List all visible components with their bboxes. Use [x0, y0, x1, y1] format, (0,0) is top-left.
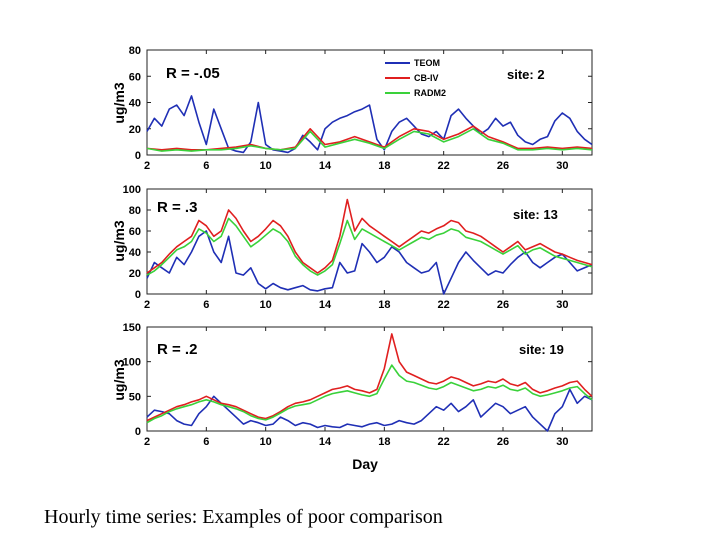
- y-tick-label: 100: [123, 184, 141, 196]
- series-line-cb-iv: [146, 333, 593, 422]
- y-tick-label: 60: [129, 226, 141, 238]
- x-tick-label: 30: [556, 436, 568, 448]
- site-label: site: 13: [513, 207, 558, 222]
- y-tick-label: 80: [129, 205, 141, 217]
- caption: Hourly time series: Examples of poor com…: [44, 506, 443, 528]
- y-tick-label: 40: [129, 247, 141, 259]
- series-line-teom: [146, 95, 593, 154]
- y-tick-label: 0: [135, 150, 141, 162]
- x-tick-label: 6: [203, 299, 209, 311]
- correlation-annotation: R = .2: [157, 341, 197, 358]
- x-tick-label: 14: [319, 160, 332, 172]
- x-tick-label: 6: [203, 436, 209, 448]
- x-tick-label: 10: [260, 436, 272, 448]
- site-label: site: 19: [519, 342, 564, 357]
- y-tick-label: 0: [135, 426, 141, 438]
- x-axis-label: Day: [352, 456, 378, 472]
- x-tick-label: 2: [144, 436, 150, 448]
- x-tick-label: 10: [260, 160, 272, 172]
- x-tick-label: 26: [497, 160, 509, 172]
- x-tick-label: 22: [438, 436, 450, 448]
- y-tick-label: 50: [129, 391, 141, 403]
- x-tick-label: 30: [556, 299, 568, 311]
- x-tick-label: 18: [378, 436, 390, 448]
- x-tick-label: 14: [319, 436, 332, 448]
- y-axis-label: ug/m3: [111, 359, 127, 400]
- x-tick-label: 18: [378, 299, 390, 311]
- x-tick-label: 2: [144, 160, 150, 172]
- site-label: site: 2: [507, 67, 545, 82]
- correlation-annotation: R = .3: [157, 199, 197, 216]
- x-tick-label: 18: [378, 160, 390, 172]
- x-tick-label: 22: [438, 299, 450, 311]
- x-tick-label: 30: [556, 160, 568, 172]
- series-line-cb-iv: [146, 125, 593, 151]
- legend-entry-teom: TEOM: [414, 58, 440, 68]
- x-tick-label: 22: [438, 160, 450, 172]
- plot-frame: [146, 326, 593, 432]
- x-tick-label: 6: [203, 160, 209, 172]
- series-line-radm2: [146, 217, 593, 276]
- x-tick-label: 26: [497, 299, 509, 311]
- legend: TEOM CB-IV RADM2: [385, 58, 446, 98]
- x-tick-label: 2: [144, 299, 150, 311]
- y-axis-label: ug/m3: [111, 82, 127, 123]
- x-tick-label: 14: [319, 299, 332, 311]
- plot-frame: [146, 49, 593, 156]
- series-line-radm2: [146, 128, 593, 152]
- legend-entry-radm2: RADM2: [414, 88, 446, 98]
- y-tick-label: 100: [123, 357, 141, 369]
- y-tick-label: 150: [123, 322, 141, 334]
- series-line-teom: [146, 230, 593, 295]
- y-tick-label: 80: [129, 45, 141, 57]
- correlation-annotation: R = -.05: [166, 65, 220, 82]
- legend-entry-cb-iv: CB-IV: [414, 73, 439, 83]
- y-tick-label: 20: [129, 268, 141, 280]
- series-line-cb-iv: [146, 198, 593, 274]
- series-line-radm2: [146, 364, 593, 424]
- y-tick-label: 60: [129, 71, 141, 83]
- y-tick-label: 40: [129, 98, 141, 110]
- y-tick-label: 20: [129, 124, 141, 136]
- y-tick-label: 0: [135, 289, 141, 301]
- y-axis-label: ug/m3: [111, 220, 127, 261]
- x-tick-label: 26: [497, 436, 509, 448]
- x-tick-label: 10: [260, 299, 272, 311]
